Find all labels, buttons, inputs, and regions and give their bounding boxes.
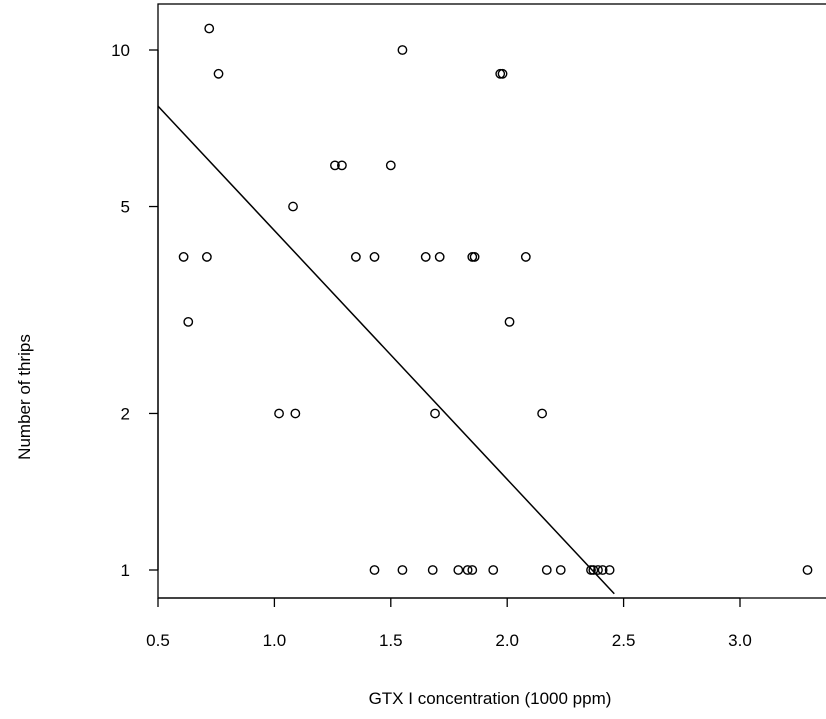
data-point: [541, 565, 552, 575]
fit-line-group: [157, 105, 615, 595]
data-point: [469, 252, 480, 262]
data-points: [178, 23, 813, 575]
fit-line: [157, 105, 615, 595]
y-axis: 1 2 5 10: [111, 41, 159, 580]
data-point: [593, 565, 603, 575]
data-point: [555, 565, 566, 575]
data-point: [420, 252, 431, 262]
data-point: [453, 565, 464, 575]
data-point: [183, 316, 194, 327]
y-tick-label: 2: [121, 404, 130, 423]
x-tick-label: 2.5: [612, 631, 636, 650]
data-point: [337, 160, 347, 171]
y-tick-label: 10: [111, 41, 130, 60]
x-tick-label: 1.0: [263, 631, 287, 650]
data-point: [369, 565, 380, 575]
data-point: [427, 565, 438, 575]
data-point: [201, 252, 212, 262]
data-point: [467, 565, 478, 575]
data-point: [430, 408, 440, 419]
data-point: [204, 23, 215, 34]
data-point: [290, 408, 301, 419]
x-axis-label: GTX I concentration (1000 ppm): [369, 689, 612, 708]
data-point: [462, 565, 473, 575]
data-point: [604, 565, 615, 575]
data-point: [504, 316, 515, 327]
plot-frame: [157, 3, 826, 599]
y-tick-label: 5: [121, 198, 130, 217]
data-point: [597, 565, 608, 575]
data-point: [288, 201, 298, 212]
y-tick-label: 1: [121, 561, 130, 580]
data-point: [434, 252, 445, 262]
x-tick-label: 0.5: [146, 631, 170, 650]
y-axis-label: Number of thrips: [15, 334, 34, 460]
data-point: [385, 160, 396, 171]
data-point: [397, 45, 408, 55]
data-point: [330, 160, 340, 171]
data-point: [488, 565, 499, 575]
data-point: [350, 252, 361, 262]
x-axis: 0.5 1.0 1.5 2.0 2.5 3.0: [146, 597, 752, 650]
data-point: [178, 252, 189, 262]
data-point: [274, 408, 284, 419]
x-tick-label: 3.0: [728, 631, 752, 650]
data-point: [537, 408, 548, 419]
data-point: [369, 252, 380, 262]
data-point: [588, 565, 599, 575]
data-point: [802, 565, 813, 575]
data-point: [397, 565, 408, 575]
data-point: [213, 68, 224, 79]
data-point: [520, 252, 531, 262]
data-point: [497, 68, 508, 79]
x-tick-label: 1.5: [379, 631, 403, 650]
x-tick-label: 2.0: [495, 631, 519, 650]
